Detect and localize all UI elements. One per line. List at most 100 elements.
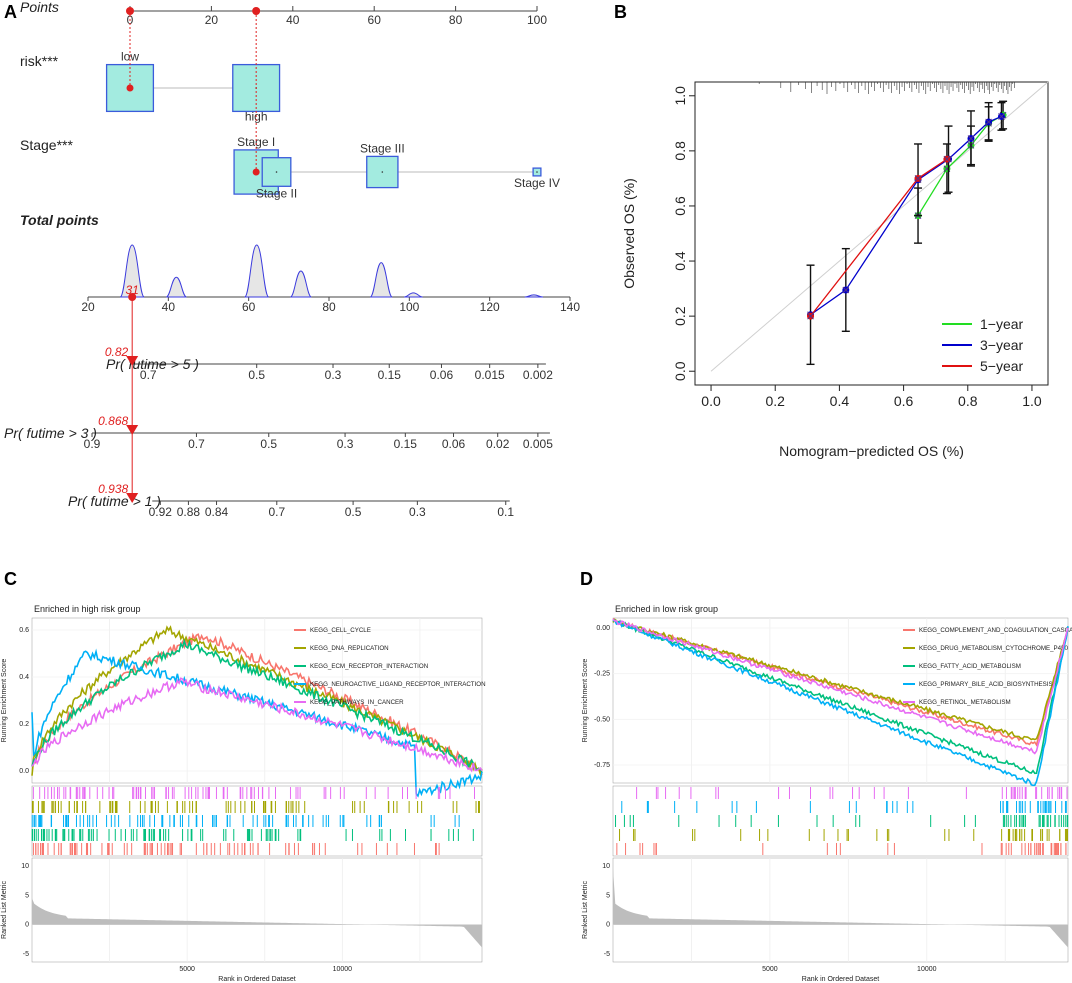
metric-tick-label: -5 [23, 951, 29, 958]
probability-tick-label: 0.5 [345, 505, 362, 519]
x-tick-label: 0.8 [958, 393, 978, 409]
rank-axis-label: Rank in Ordered Dataset [218, 976, 295, 983]
y-tick-label: 0.2 [672, 306, 688, 326]
ideal-diagonal [710, 81, 1049, 372]
panel-letter-c: C [4, 569, 17, 589]
enrichment-curve [612, 619, 1069, 775]
probability-tick-label: 0.7 [140, 368, 157, 382]
probability-marker [126, 356, 139, 366]
calibration-point-cross [842, 286, 850, 294]
gsea-high-risk-panel: Enriched in high risk group 0.0 0.2 0.4 0.6 R… [1, 604, 486, 983]
calibration-point-cross [943, 155, 951, 163]
probability-tick-label: 0.002 [523, 368, 553, 382]
es-tick-label: 0.0 [19, 768, 29, 775]
x-tick-label: 0.6 [894, 393, 914, 409]
es-tick-label: 0.6 [19, 627, 29, 634]
probability-tick-label: 0.92 [149, 505, 173, 519]
metric-tick-label: -5 [604, 951, 610, 958]
level-center [381, 171, 384, 173]
rank-tick-label: 10000 [917, 966, 937, 973]
legend-label: KEGG_FATTY_ACID_METABOLISM [919, 663, 1021, 670]
density-peak [119, 244, 145, 298]
probability-tick-label: 0.3 [337, 437, 354, 451]
density-peak [404, 292, 423, 298]
total-tick-label: 60 [242, 300, 256, 314]
probability-tick-label: 0.5 [260, 437, 277, 451]
metric-axis-label: Ranked List Metric [582, 881, 589, 939]
points-tick-label: 40 [286, 13, 300, 27]
rank-tick-label: 5000 [762, 966, 778, 973]
density-peak [369, 262, 393, 298]
metric-tick-label: 5 [606, 892, 610, 899]
legend-label: 3−year [980, 337, 1024, 353]
y-tick-label: 0.6 [672, 196, 688, 216]
total-tick-label: 40 [162, 300, 176, 314]
legend-label: KEGG_RETINOL_METABOLISM [919, 699, 1011, 706]
y-axis-label: Observed OS (%) [621, 178, 637, 288]
legend-label: KEGG_PATHWAYS_IN_CANCER [310, 699, 404, 706]
legend-label: KEGG_COMPLEMENT_AND_COAGULATION_CASCADES [919, 627, 1072, 634]
probability-tick-label: 0.3 [409, 505, 426, 519]
probability-tick-label: 0.88 [177, 505, 201, 519]
es-axis-label: Running Enrichment Score [582, 659, 589, 743]
total-tick-label: 100 [399, 300, 419, 314]
y-tick-label: 0.8 [672, 141, 688, 161]
metric-tick-label: 5 [25, 892, 29, 899]
calibration-point-cross [967, 135, 975, 142]
rank-tick-label: 5000 [179, 966, 195, 973]
total-points-value: 31 [126, 283, 139, 297]
x-tick-label: 0.4 [830, 393, 850, 409]
legend-label: KEGG_DNA_REPLICATION [310, 645, 389, 652]
density-peak [244, 244, 270, 298]
x-tick-label: 0.2 [765, 393, 785, 409]
metric-frame [31, 857, 483, 963]
legend-label: KEGG_NEUROACTIVE_LIGAND_RECEPTOR_INTERAC… [310, 681, 486, 688]
enrichment-curve [31, 632, 483, 776]
x-axis-label: Nomogram−predicted OS (%) [779, 443, 964, 459]
variable-label: risk*** [20, 53, 59, 69]
calibration-point-cross [998, 113, 1005, 120]
points-label: Points [20, 0, 59, 15]
probability-tick-label: 0.015 [475, 368, 505, 382]
points-tick-label: 80 [449, 13, 463, 27]
y-tick-label: 1.0 [672, 86, 688, 106]
metric-axis-label: Ranked List Metric [1, 881, 8, 939]
total-tick-label: 120 [480, 300, 500, 314]
level-label: Stage I [237, 135, 275, 149]
panel-letter-b: B [614, 2, 627, 22]
panel-letter-a: A [4, 2, 17, 22]
probability-tick-label: 0.02 [486, 437, 510, 451]
total-tick-label: 80 [322, 300, 336, 314]
metric-tick-label: 0 [606, 922, 610, 929]
es-axis-label: Running Enrichment Score [1, 659, 8, 743]
y-tick-label: 0.0 [672, 361, 688, 381]
probability-tick-label: 0.7 [188, 437, 205, 451]
level-center [536, 171, 538, 173]
density-peak [289, 270, 312, 298]
metric-tick-label: 0 [25, 922, 29, 929]
points-tick-label: 60 [368, 13, 382, 27]
probability-value-label: 0.82 [105, 345, 129, 359]
level-center [275, 171, 278, 173]
enrichment-curve [31, 638, 483, 774]
probability-marker [126, 493, 139, 503]
calibration-line [810, 158, 948, 317]
legend-label: KEGG_CELL_CYCLE [310, 627, 371, 634]
es-tick-label: -0.75 [594, 762, 610, 769]
calibration-panel: 0.0 0.2 0.4 0.6 0.8 1.0 0.0 0.2 0.4 0.6 0.8 1.0 Nomo… [621, 81, 1049, 459]
probability-tick-label: 0.5 [248, 368, 265, 382]
level-label: Stage II [256, 186, 297, 200]
gsea-low-risk-panel: Enriched in low risk group 0.00 -0.25 -0.50… [582, 604, 1072, 983]
level-label: Stage III [360, 141, 405, 155]
total-tick-label: 140 [560, 300, 580, 314]
density-peak [165, 276, 187, 298]
probability-tick-label: 0.1 [497, 505, 514, 519]
probability-tick-label: 0.06 [430, 368, 454, 382]
total-points-label: Total points [20, 212, 99, 228]
nomogram-panel: Points020406080100risk***lowhighStage***… [4, 0, 580, 519]
probability-axis-label: Pr( futime > 1 ) [68, 493, 161, 509]
y-tick-label: 0.4 [672, 251, 688, 271]
probability-tick-label: 0.84 [205, 505, 229, 519]
es-tick-label: 0.4 [19, 674, 29, 681]
